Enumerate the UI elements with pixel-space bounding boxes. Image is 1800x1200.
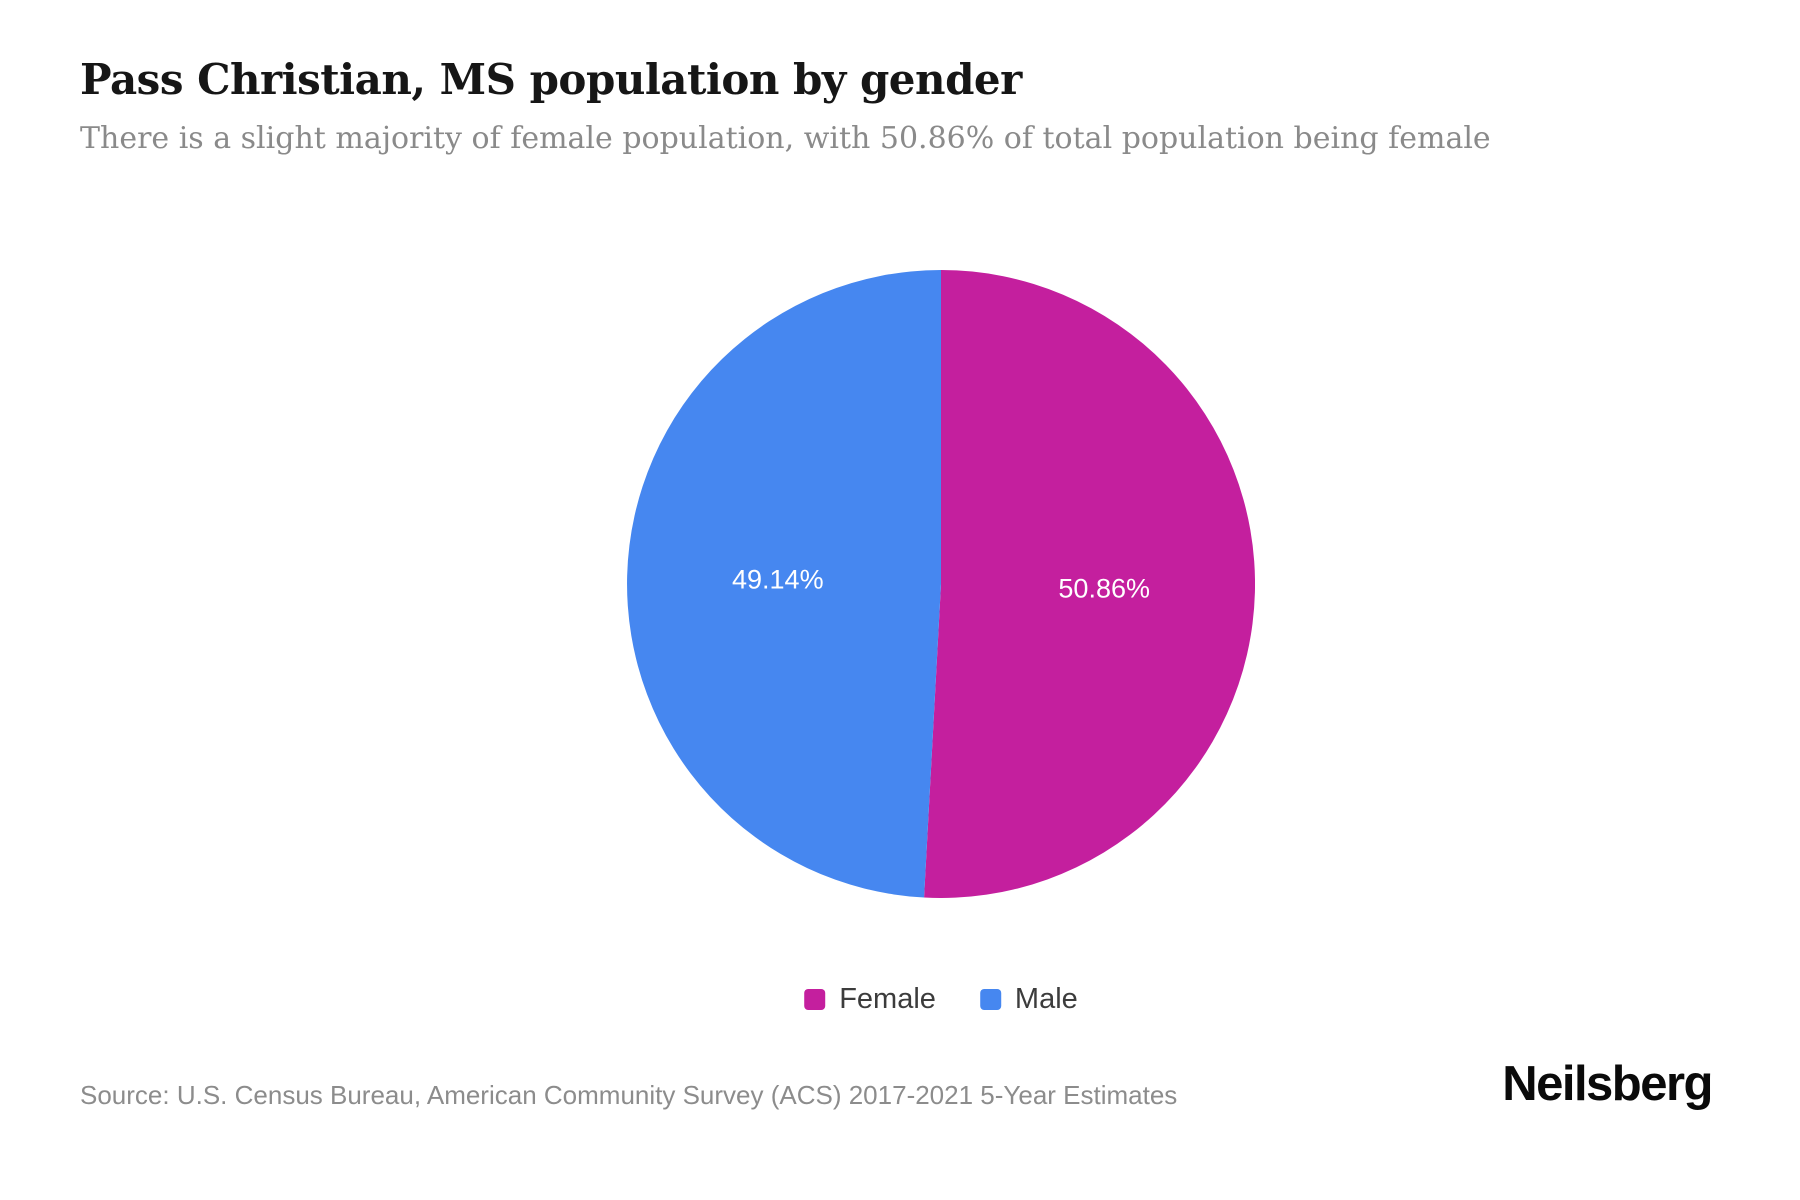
pie-chart: 50.86% 49.14% xyxy=(627,270,1255,898)
pie-label-male: 49.14% xyxy=(732,565,824,595)
pie-label-female: 50.86% xyxy=(1058,573,1150,603)
pie-slice-male[interactable] xyxy=(627,270,941,898)
legend-item-female[interactable]: Female xyxy=(804,983,936,1016)
source-attribution: Source: U.S. Census Bureau, American Com… xyxy=(80,1080,1178,1110)
chart-legend: Female Male xyxy=(804,983,1078,1016)
page-subtitle: There is a slight majority of female pop… xyxy=(80,121,1491,156)
legend-label-male: Male xyxy=(1014,983,1078,1015)
pie-slice-female[interactable] xyxy=(924,270,1255,898)
male-swatch-icon xyxy=(979,989,1001,1010)
brand-logo: Neilsberg xyxy=(1502,1057,1713,1111)
legend-item-male[interactable]: Male xyxy=(979,983,1078,1016)
female-swatch-icon xyxy=(804,989,826,1010)
legend-label-female: Female xyxy=(839,983,936,1015)
page-title: Pass Christian, MS population by gender xyxy=(80,55,1022,104)
pie-chart-svg: 50.86% 49.14% xyxy=(627,270,1255,898)
